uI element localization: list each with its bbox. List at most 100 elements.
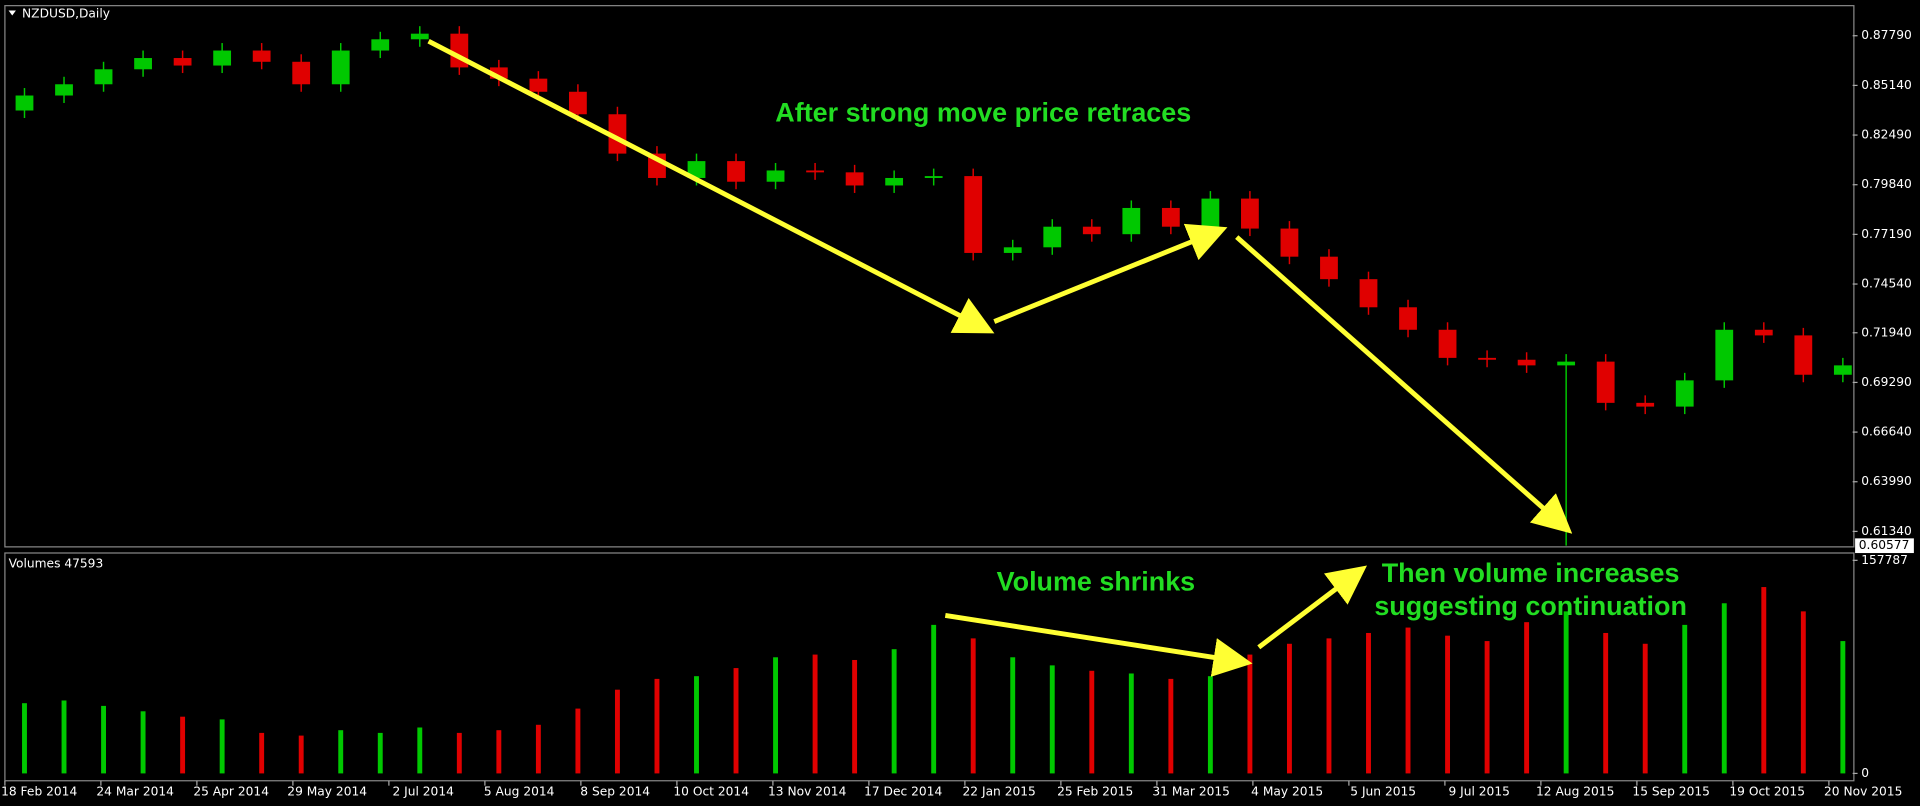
- y-tick-label: 0.61340: [1861, 524, 1912, 538]
- x-tick-label: 24 Mar 2014: [96, 784, 174, 798]
- volume-bar: [1840, 641, 1846, 774]
- candle-body: [1161, 207, 1180, 227]
- candle-body: [1399, 307, 1417, 330]
- volume-bar: [1563, 611, 1569, 774]
- arrow: [1257, 565, 1367, 650]
- candle-body: [55, 84, 73, 96]
- candle-body: [1359, 279, 1378, 308]
- candle-body: [1517, 359, 1536, 366]
- x-tick-label: 15 Sep 2015: [1632, 784, 1710, 798]
- x-tick-label: 9 Jul 2015: [1448, 784, 1509, 798]
- candle-body: [94, 69, 113, 85]
- x-tick-label: 5 Aug 2014: [484, 784, 555, 798]
- volume-bar: [1286, 643, 1292, 774]
- x-tick-label: 19 Oct 2015: [1729, 784, 1805, 798]
- x-tick-label: 12 Aug 2015: [1536, 784, 1614, 798]
- candle-body: [529, 78, 548, 92]
- candle-body: [1636, 402, 1655, 407]
- x-tick-label: 17 Dec 2014: [864, 784, 942, 798]
- candle-body: [1596, 361, 1615, 403]
- volume-bar: [338, 730, 344, 774]
- v-tick-label: 0: [1861, 766, 1869, 780]
- volume-bar: [259, 732, 265, 774]
- volume-bar: [219, 719, 225, 774]
- volume-bar: [970, 638, 976, 774]
- candle-body: [1794, 335, 1813, 375]
- volume-bar: [1800, 611, 1806, 774]
- candle-body: [1241, 198, 1259, 229]
- candle-body: [885, 177, 904, 186]
- y-tick-label: 0.87790: [1861, 28, 1912, 42]
- x-tick-label: 13 Nov 2014: [768, 784, 847, 798]
- candle-body: [410, 33, 429, 40]
- candle-body: [1833, 365, 1852, 375]
- volume-bar: [1207, 676, 1213, 774]
- x-tick-label: 22 Jan 2015: [963, 784, 1036, 798]
- menu-triangle[interactable]: [8, 10, 16, 16]
- candle-body: [924, 176, 943, 178]
- volume-bar: [1524, 622, 1530, 774]
- y-tick-label: 0.63990: [1861, 474, 1912, 488]
- y-tick-label: 0.71940: [1861, 325, 1912, 339]
- y-tick-label: 0.85140: [1861, 78, 1912, 92]
- x-tick-label: 20 Nov 2015: [1824, 784, 1902, 798]
- x-tick-label: 25 Apr 2014: [193, 784, 269, 798]
- volume-bar: [575, 708, 581, 774]
- volume-bar: [456, 732, 462, 774]
- y-tick-label: 0.66640: [1861, 425, 1912, 439]
- candle-body: [1201, 198, 1220, 227]
- volume-bar: [1326, 638, 1332, 774]
- annotation: After strong move price retraces: [775, 98, 1191, 128]
- candle-body: [1280, 228, 1299, 257]
- last-price-box: [1855, 538, 1914, 554]
- candle-body: [1122, 207, 1141, 235]
- candle-body: [687, 161, 706, 178]
- y-tick-label: 0.79840: [1861, 177, 1912, 191]
- candle-body: [252, 50, 271, 62]
- volume-bar: [694, 676, 699, 774]
- x-tick-label: 4 May 2015: [1251, 784, 1323, 798]
- candle-body: [331, 50, 350, 85]
- candle-body: [727, 161, 745, 182]
- y-tick-label: 0.77190: [1861, 227, 1912, 241]
- arrow: [944, 613, 1253, 677]
- candle-body: [1675, 380, 1694, 407]
- candle-body: [608, 114, 627, 154]
- volume-bar: [1049, 665, 1055, 774]
- y-tick-label: 0.82490: [1861, 128, 1912, 142]
- last-price-label: 0.60577: [1859, 538, 1910, 552]
- candle-body: [1754, 329, 1773, 336]
- volume-bar: [61, 700, 67, 774]
- volume-bar: [1642, 643, 1648, 774]
- candle-body: [1043, 226, 1062, 248]
- volume-bar: [1603, 632, 1609, 774]
- volume-bar: [1089, 670, 1095, 774]
- volume-bar: [22, 703, 27, 774]
- x-tick-label: 18 Feb 2014: [1, 784, 77, 798]
- candle-body: [1438, 329, 1457, 358]
- volume-bar: [1128, 673, 1134, 774]
- x-tick-label: 10 Oct 2014: [673, 784, 749, 798]
- volume-bar: [377, 732, 383, 774]
- candle-body: [489, 67, 508, 79]
- candle-body: [1478, 357, 1496, 360]
- candle-body: [1320, 256, 1338, 280]
- volume-bar: [1682, 624, 1688, 774]
- annotation: suggesting continuation: [1374, 591, 1687, 621]
- candle-body: [371, 39, 390, 51]
- volume-bar: [812, 654, 818, 774]
- x-tick-label: 5 Jun 2015: [1350, 784, 1416, 798]
- candle-body: [134, 58, 152, 70]
- volume-bar: [1168, 678, 1174, 774]
- candle-body: [173, 58, 192, 66]
- y-tick-label: 0.74540: [1861, 277, 1912, 291]
- volume-bar: [773, 657, 779, 774]
- candle-body: [15, 95, 34, 111]
- volume-bar: [1405, 627, 1411, 774]
- volume-bar: [931, 624, 937, 774]
- volume-bar: [1247, 654, 1253, 774]
- candle-body: [569, 91, 587, 115]
- volume-title: Volumes 47593: [9, 557, 104, 571]
- volume-bar: [891, 649, 897, 774]
- volume-bar: [180, 716, 186, 774]
